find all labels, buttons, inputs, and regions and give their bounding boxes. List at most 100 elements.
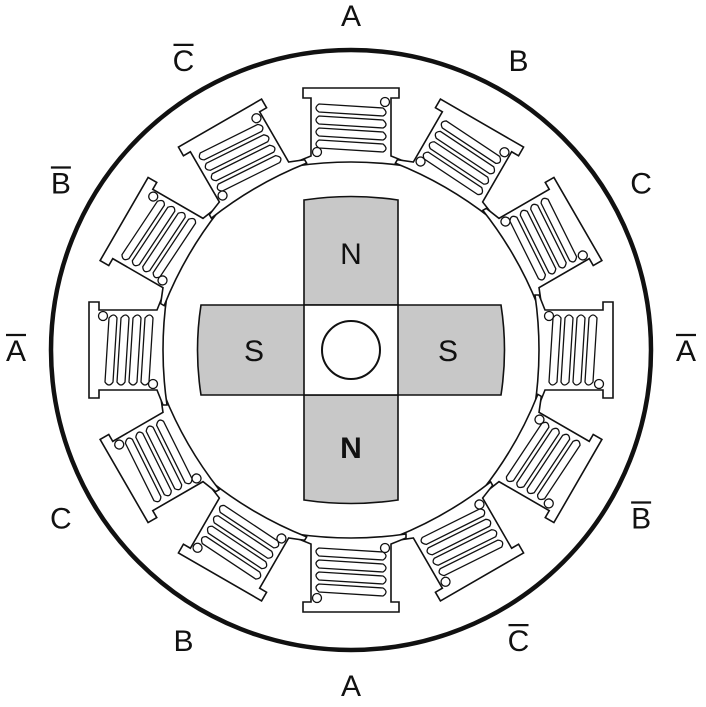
coil-turn [218,504,280,549]
coil-turn [135,431,172,497]
coil-terminal [191,473,202,484]
coil-terminal [311,592,323,604]
phase-label: A [6,335,26,368]
coil-turn [315,115,387,129]
coil-turn [526,433,571,495]
coil-turn [116,314,130,386]
coil-turn [548,314,562,386]
rotor-pole-right-label: S [438,335,458,368]
coil-terminal [217,190,228,201]
coil-turn [315,547,387,561]
coil-terminal [379,542,391,554]
phase-label: B [631,503,651,536]
coil-turn [212,515,274,559]
stator-tooth-body [177,480,308,602]
coil-turn [210,144,276,182]
phase-label: B [508,45,528,78]
coil-turn [428,141,490,185]
stator-tooth [534,294,614,406]
rotor: N N S S [196,195,506,505]
stator-frame-ring [48,47,654,653]
coil-terminal [593,378,605,390]
stator-tooth [481,393,603,524]
coil-turn [426,518,492,556]
coil-turn [315,571,387,585]
stator-tooth [99,176,221,307]
coil-turn [315,103,387,117]
coil-turn [530,203,567,269]
coil-turn [432,529,498,566]
phase-label: A [676,335,696,368]
coil-terminal [440,576,451,587]
rotor-pole-top-label: N [340,238,362,271]
phase-label: B [51,168,71,201]
stator-tooth-body [99,176,221,307]
coil-terminal [148,191,159,202]
coil-turn [204,134,270,171]
coil-turn [128,314,142,386]
coil-terminal [499,147,510,158]
coil-turn [560,314,574,386]
coil-turn [131,205,176,267]
stator-tooth [99,393,221,524]
coil-turn [420,508,486,546]
coil-terminal [543,498,554,509]
phase-label: C [508,625,530,658]
stator-tooth-body [481,393,603,524]
coil-terminal [577,250,588,261]
coil-turn [438,539,504,577]
coil-turn [519,209,557,275]
coil-terminal [379,96,391,108]
coil-terminal [147,378,159,390]
stator-tooth [177,480,308,602]
coil-turn [572,314,586,386]
coil-turn [142,211,186,273]
coil-terminal [114,439,125,450]
coil-turn [509,215,547,281]
coil-turn [536,439,581,501]
coil-terminal [192,542,203,553]
coil-turn [198,123,264,161]
coil-turn [216,154,282,192]
coil-terminal [157,275,168,286]
stator-tooth-body [394,98,525,220]
rotor-pole-bottom-label: N [340,432,362,465]
phase-label: C [173,45,195,78]
stator-tooth [295,533,407,613]
stator-tooth [295,87,407,167]
stator-tooth [88,294,168,406]
coil-terminal [500,216,511,227]
rotor-shaft [321,320,381,380]
coil-turn [200,535,262,580]
phase-label: C [630,168,652,201]
stator-tooth [394,98,525,220]
stator-tooth [394,480,525,602]
coil-turn [584,314,598,386]
phase-label: A [341,0,361,33]
coil-terminal [311,146,323,158]
stator-tooth-body [481,176,603,307]
stator-tooth [177,98,308,220]
coil-turn [422,151,484,196]
coil-terminal [534,414,545,425]
stator [48,47,654,653]
phase-label: C [50,503,72,536]
coil-turn [121,199,166,261]
coil-terminal [543,310,555,322]
coil-terminal [415,156,426,167]
coil-turn [206,525,268,570]
coil-turn [152,217,197,279]
stator-tooth-body [394,480,525,602]
coil-turn [315,559,387,573]
coil-terminal [97,310,109,322]
coil-terminal [251,113,262,124]
coil-turn [140,314,154,386]
coil-turn [434,130,496,175]
coil-turn [104,314,118,386]
coil-turn [155,419,193,485]
coil-turn [440,120,502,165]
coil-turn [315,127,387,141]
stator-tooth-body [99,393,221,524]
